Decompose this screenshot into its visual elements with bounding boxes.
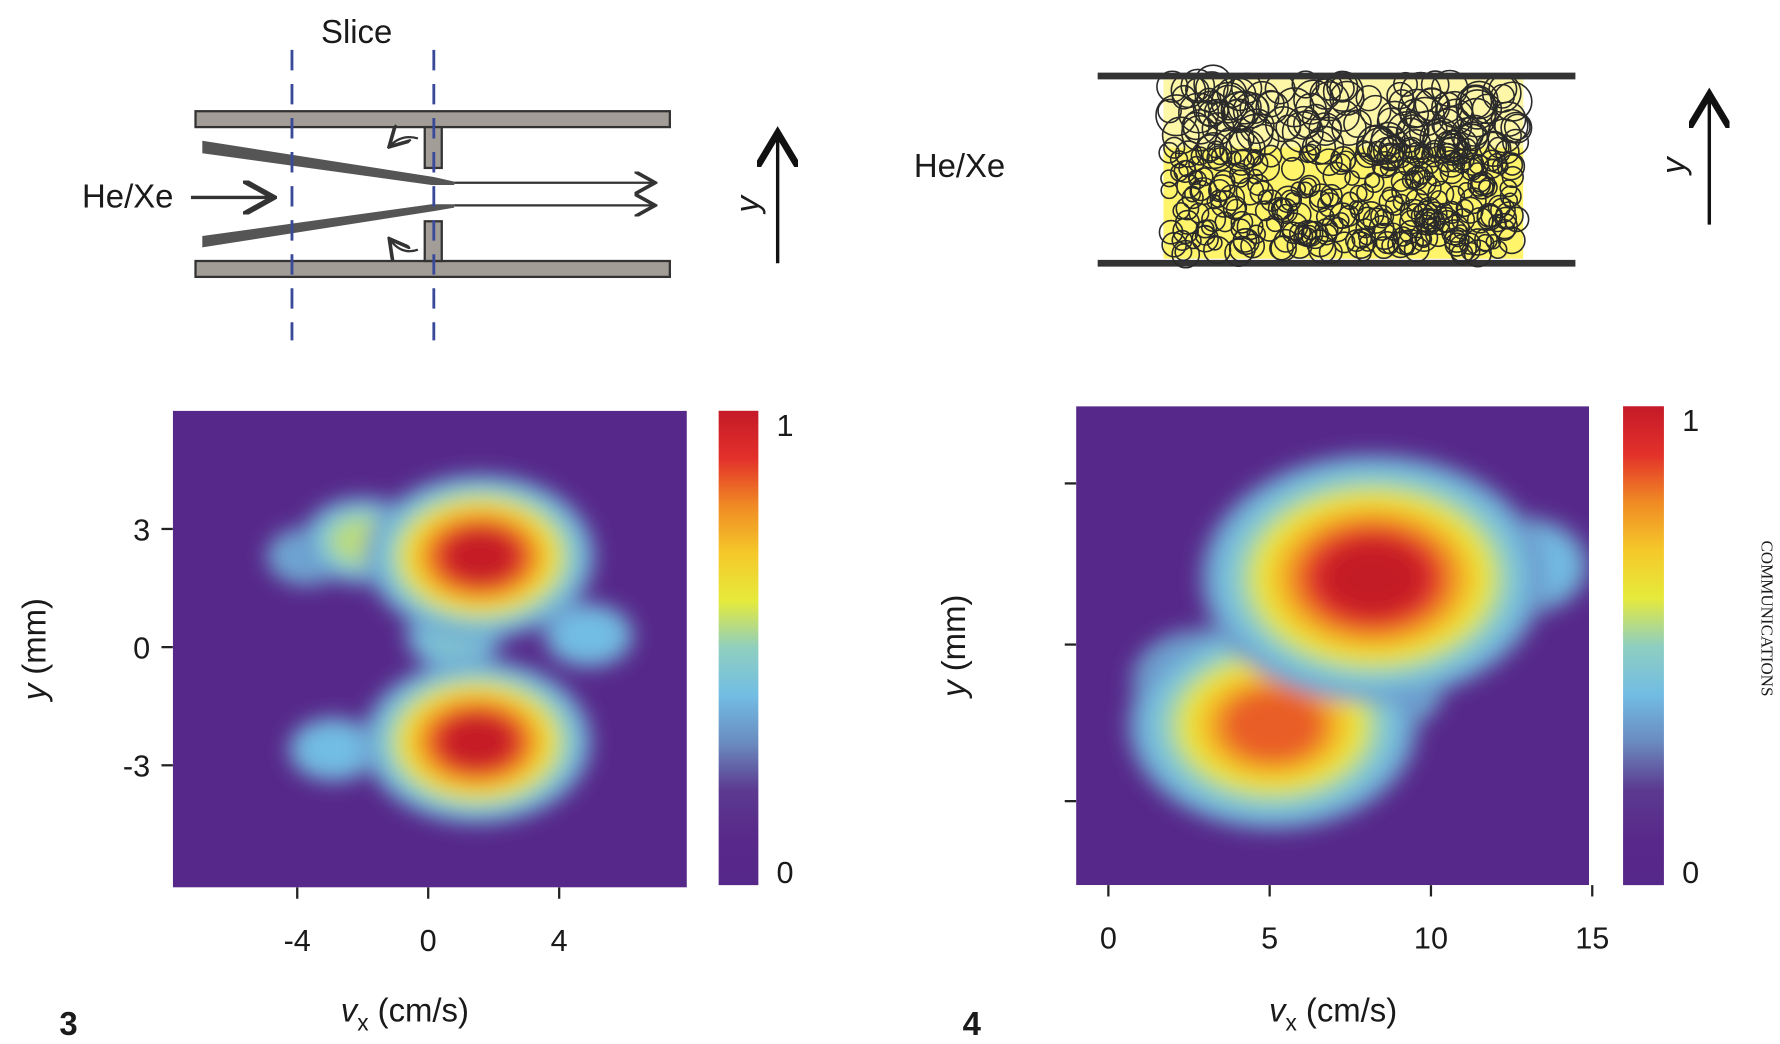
- side-text: COMMUNICATIONS: [1758, 540, 1777, 696]
- y-axis-label: y (mm): [935, 595, 972, 699]
- inlet-label: He/Xe: [914, 147, 1005, 184]
- x-tick-label: 5: [1261, 922, 1278, 956]
- y-arrow-label: y: [728, 193, 765, 214]
- x-tick-label: 0: [1100, 922, 1117, 956]
- colorbar-tick-label: 0: [777, 856, 794, 890]
- x-tick-label: 15: [1575, 922, 1609, 956]
- panel-label: 3: [59, 1005, 77, 1042]
- colorbar-tick-label: 1: [777, 409, 794, 443]
- nozzle-diagram: Slice He/Xe y: [82, 13, 778, 340]
- figure: Slice He/Xe y He/Xe y 3 4 COMMUNICATIONS…: [0, 0, 1780, 1044]
- y-tick-label: 0: [133, 631, 150, 665]
- y-tick-label: 3: [133, 513, 150, 547]
- x-label-subscript: x: [357, 1009, 369, 1035]
- x-tick-label: 10: [1414, 922, 1448, 956]
- colorbar: [719, 411, 759, 885]
- y-axis-label: y (mm): [16, 598, 53, 702]
- bead-pack-diagram: He/Xe y: [914, 65, 1709, 268]
- peak-level: [1225, 691, 1320, 760]
- y-arrow-label: y: [1654, 155, 1691, 176]
- x-tick-label: -4: [284, 924, 311, 958]
- x-label-unit: (cm/s): [1306, 991, 1397, 1028]
- x-label-subscript: x: [1285, 1009, 1297, 1035]
- diagram-title: Slice: [321, 13, 392, 50]
- y-label-unit: (mm): [16, 598, 53, 675]
- peak: [362, 659, 592, 825]
- panel-label: 4: [963, 1005, 982, 1042]
- y-label-symbol: y: [16, 681, 53, 702]
- x-axis-label: vx(cm/s): [341, 991, 469, 1035]
- peak: [365, 474, 595, 640]
- y-label-symbol: y: [935, 678, 972, 699]
- x-axis-label: vx(cm/s): [1269, 991, 1397, 1035]
- inlet-label: He/Xe: [82, 178, 173, 215]
- nozzle-wall: [202, 204, 454, 247]
- peak: [1200, 453, 1546, 702]
- peak-level: [1325, 544, 1420, 613]
- y-tick-label: -3: [123, 750, 150, 784]
- nozzle-wall: [202, 141, 454, 185]
- x-label-unit: (cm/s): [378, 991, 469, 1028]
- page: {"chart_data": [ {"type": "heatmap", "xl…: [0, 0, 1780, 1044]
- colorbar-tick-label: 0: [1682, 856, 1699, 890]
- heatmap: [173, 411, 687, 888]
- peak-level: [449, 534, 513, 580]
- x-tick-label: 4: [551, 924, 568, 958]
- y-label-unit: (mm): [935, 595, 972, 672]
- colorbar-tick-label: 1: [1682, 404, 1699, 438]
- peak-level: [299, 725, 367, 774]
- vortex-arrow: [391, 241, 418, 252]
- x-tick-label: 0: [420, 924, 437, 958]
- peak-level: [446, 719, 510, 765]
- heatmap: [1076, 406, 1590, 885]
- peak-level: [554, 611, 622, 660]
- colorbar: [1623, 406, 1664, 885]
- vortex-arrow: [391, 137, 418, 145]
